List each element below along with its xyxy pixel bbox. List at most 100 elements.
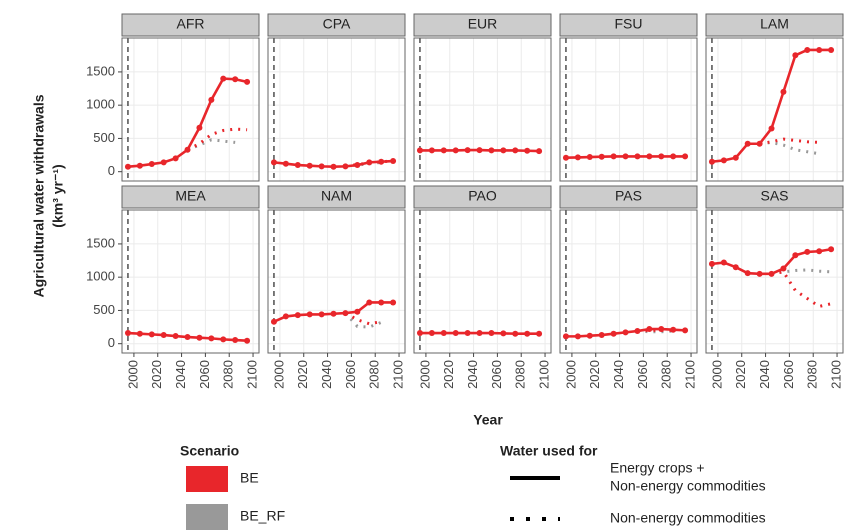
x-tick-label: 2080 [367, 360, 382, 389]
data-point [318, 163, 325, 170]
facet-title: AFR [177, 16, 205, 32]
data-point [708, 158, 715, 165]
data-point [828, 46, 835, 53]
data-point [658, 153, 665, 160]
data-point [476, 147, 483, 154]
panel-background [122, 38, 259, 181]
panel-background [560, 38, 697, 181]
x-tick-label: 2060 [197, 360, 212, 389]
data-point [524, 147, 531, 154]
x-tick-label: 2080 [659, 360, 674, 389]
x-tick-label: 2040 [319, 360, 334, 389]
data-point [476, 330, 483, 337]
x-tick-label: 2000 [271, 360, 286, 389]
data-point [512, 147, 519, 154]
data-point [270, 159, 277, 166]
x-tick-label: 2040 [173, 360, 188, 389]
data-point [330, 163, 337, 170]
panel-border [267, 37, 406, 182]
legend-swatch [186, 504, 228, 530]
data-point [428, 147, 435, 154]
panel-border [121, 209, 260, 354]
data-point [622, 329, 629, 336]
data-point [428, 330, 435, 337]
data-point [244, 78, 251, 85]
data-point [780, 88, 787, 95]
data-point [646, 326, 653, 333]
legend-label: BE [240, 470, 259, 486]
data-point [184, 146, 191, 153]
x-axis-label: Year [473, 412, 503, 428]
data-point [208, 96, 215, 103]
data-point [658, 326, 665, 333]
data-point [792, 252, 799, 259]
panel-background [706, 210, 843, 353]
panel-border [413, 37, 552, 182]
data-point [342, 310, 349, 317]
data-point [172, 155, 179, 162]
data-point [124, 330, 131, 337]
data-point [732, 264, 739, 271]
series-line [771, 268, 832, 276]
data-point [196, 334, 203, 341]
facet-strip [121, 13, 260, 37]
panel-border [705, 37, 844, 182]
series-line [344, 312, 382, 329]
x-tick-label: 2080 [513, 360, 528, 389]
data-point [294, 162, 301, 169]
data-point [136, 330, 143, 337]
y-tick-label: 500 [93, 302, 115, 317]
legend-label: Energy crops + [610, 460, 705, 476]
data-point [354, 162, 361, 169]
facet-title: LAM [760, 16, 789, 32]
data-point [232, 337, 239, 344]
facet-title: PAS [615, 188, 642, 204]
x-tick-label: 2080 [805, 360, 820, 389]
x-tick-label: 2020 [295, 360, 310, 389]
data-point [634, 153, 641, 160]
facet-title: EUR [468, 16, 498, 32]
legend-label: Non-energy commodities [610, 478, 766, 494]
y-tick-label: 0 [108, 163, 115, 178]
data-point [282, 160, 289, 167]
data-point [220, 75, 227, 82]
legend-label: Non-energy commodities [610, 510, 766, 526]
y-tick-label: 1500 [86, 63, 115, 78]
legend-label: BE_RF [240, 508, 285, 524]
data-point [244, 337, 251, 344]
x-tick-label: 2000 [417, 360, 432, 389]
data-point [524, 330, 531, 337]
data-point [756, 270, 763, 277]
data-point [828, 246, 835, 253]
data-point [598, 153, 605, 160]
y-tick-label: 500 [93, 130, 115, 145]
panel-background [122, 210, 259, 353]
y-axis-label: Agricultural water withdrawals [31, 94, 47, 297]
x-tick-label: 2040 [465, 360, 480, 389]
y-tick-label: 1000 [86, 269, 115, 284]
data-point [670, 153, 677, 160]
panel-background [414, 38, 551, 181]
data-point [586, 332, 593, 339]
facet-title: SAS [760, 188, 788, 204]
data-point [720, 157, 727, 164]
data-point [440, 330, 447, 337]
data-point [378, 158, 385, 165]
data-point [148, 331, 155, 338]
x-tick-label: 2020 [441, 360, 456, 389]
facet-strip [559, 185, 698, 209]
data-point [780, 265, 787, 272]
data-point [220, 336, 227, 343]
data-point [598, 332, 605, 339]
data-point [646, 153, 653, 160]
facet-strip [267, 13, 406, 37]
data-point [160, 159, 167, 166]
data-point [124, 163, 131, 170]
data-point [744, 140, 751, 147]
data-point [804, 248, 811, 255]
data-point [390, 299, 397, 306]
data-point [306, 311, 313, 318]
x-tick-label: 2100 [682, 360, 697, 389]
data-point [452, 147, 459, 154]
